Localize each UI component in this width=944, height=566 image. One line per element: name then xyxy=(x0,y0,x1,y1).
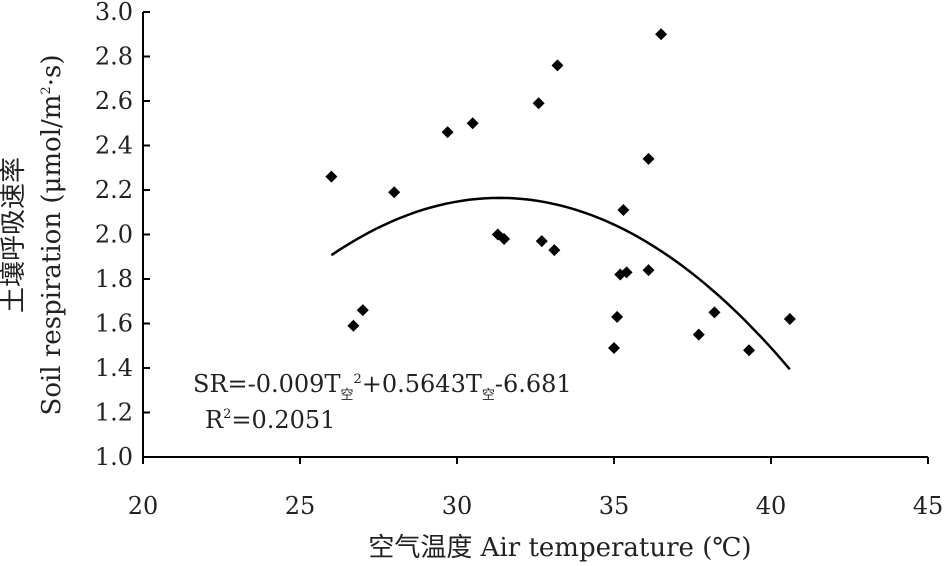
y-tick-label: 3.0 xyxy=(95,0,133,26)
data-point xyxy=(532,97,545,110)
data-point xyxy=(548,244,561,257)
y-tick-label: 1.2 xyxy=(95,399,133,427)
data-point xyxy=(466,117,479,130)
y-tick-label: 1.0 xyxy=(95,443,133,471)
data-point xyxy=(708,306,721,319)
data-point xyxy=(441,126,454,139)
data-point xyxy=(620,266,633,279)
fit-equation: SR=-0.009T空2+0.5643T空-6.681 xyxy=(193,370,572,403)
fit-curve xyxy=(330,196,791,371)
data-point xyxy=(498,232,511,245)
data-point xyxy=(617,204,630,217)
x-ticks: 20 25 30 35 40 45 xyxy=(128,457,944,520)
data-point xyxy=(347,319,360,332)
data-point xyxy=(743,344,756,357)
data-points xyxy=(325,28,796,357)
y-tick-label: 2.8 xyxy=(95,43,133,71)
y-tick-label: 2.4 xyxy=(95,132,133,160)
x-tick-label: 40 xyxy=(756,492,787,520)
data-point xyxy=(608,341,620,354)
x-tick-label: 25 xyxy=(285,492,316,520)
y-tick-label: 1.8 xyxy=(95,265,133,293)
y-tick-label: 1.4 xyxy=(95,354,133,382)
data-point xyxy=(783,313,796,326)
r-squared-label: R2=0.2051 xyxy=(205,406,335,434)
y-axis-title-en: Soil respiration (μmol/m2·s) xyxy=(37,55,67,416)
data-point xyxy=(611,310,624,323)
x-tick-label: 45 xyxy=(913,492,944,520)
data-point xyxy=(388,186,401,199)
y-tick-label: 2.6 xyxy=(95,87,133,115)
data-point xyxy=(692,328,705,341)
x-axis-title: 空气温度 Air temperature (℃) xyxy=(368,533,751,563)
x-tick-label: 20 xyxy=(128,492,159,520)
data-point xyxy=(551,59,564,72)
data-point xyxy=(356,304,369,317)
fit-curve-layer xyxy=(330,196,791,371)
data-point xyxy=(325,170,338,183)
data-point xyxy=(535,235,548,248)
y-tick-label: 2.0 xyxy=(95,221,133,249)
y-tick-label: 2.2 xyxy=(95,176,133,204)
x-tick-label: 30 xyxy=(442,492,473,520)
data-point xyxy=(642,152,655,165)
data-point xyxy=(655,28,668,41)
y-ticks: 1.0 1.2 1.4 1.6 1.8 2.0 2.2 2.4 2.6 2.8 3.0 xyxy=(95,0,150,471)
x-tick-label: 35 xyxy=(599,492,630,520)
y-tick-label: 1.6 xyxy=(95,310,133,338)
data-point xyxy=(642,264,655,277)
y-axis-title-zh: 土壤呼吸速率 xyxy=(0,157,29,313)
